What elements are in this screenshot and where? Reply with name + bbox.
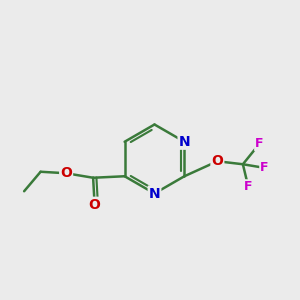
Text: O: O — [60, 166, 72, 180]
Text: F: F — [255, 137, 264, 150]
Text: F: F — [260, 161, 269, 174]
Text: N: N — [178, 135, 190, 149]
Text: O: O — [212, 154, 223, 168]
Text: O: O — [89, 198, 100, 212]
Text: F: F — [244, 180, 253, 193]
Text: N: N — [149, 187, 160, 200]
